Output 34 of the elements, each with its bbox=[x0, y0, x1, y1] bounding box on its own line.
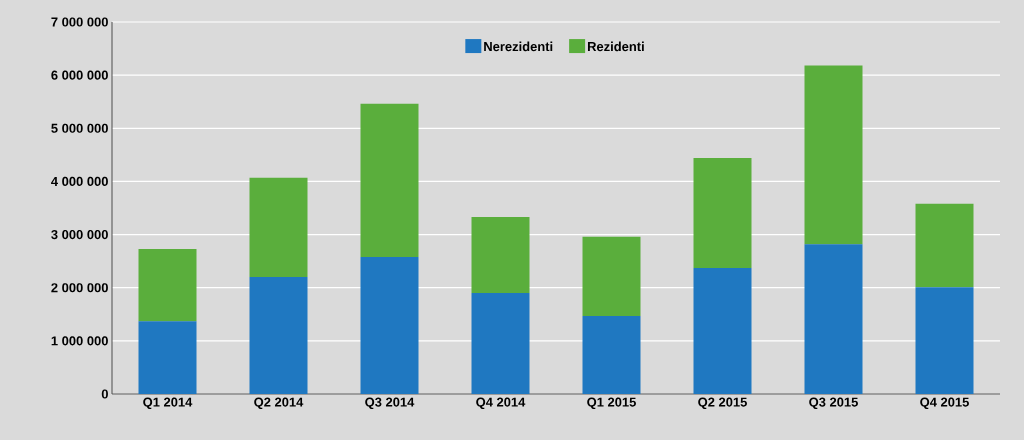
bar bbox=[138, 248, 197, 322]
bar bbox=[138, 321, 197, 394]
bar bbox=[249, 177, 308, 278]
bar bbox=[804, 65, 863, 245]
bar bbox=[360, 256, 419, 394]
y-tick-label: 5 000 000 bbox=[51, 123, 108, 133]
legend-label: Rezidenti bbox=[587, 41, 644, 52]
y-tick-label: 2 000 000 bbox=[51, 283, 108, 293]
x-tick-label: Q4 2014 bbox=[476, 397, 526, 410]
y-tick-label: 4 000 000 bbox=[51, 176, 108, 187]
x-tick-label: Q1 2014 bbox=[143, 397, 193, 410]
bar bbox=[693, 158, 752, 269]
bar bbox=[915, 203, 974, 288]
bar bbox=[582, 236, 641, 316]
bar bbox=[804, 244, 863, 394]
x-tick-label: Q2 2014 bbox=[254, 397, 304, 410]
x-tick-label: Q3 2015 bbox=[809, 397, 858, 410]
bar bbox=[693, 268, 752, 394]
y-tick-label: 0 bbox=[101, 389, 108, 399]
x-tick-label: Q1 2015 bbox=[587, 397, 636, 410]
y-tick-label: 1 000 000 bbox=[51, 336, 108, 346]
bar bbox=[582, 315, 641, 394]
bar bbox=[471, 293, 530, 394]
x-tick-label: Q3 2014 bbox=[365, 397, 415, 410]
bar bbox=[360, 103, 419, 257]
y-tick-label: 6 000 000 bbox=[51, 70, 108, 80]
legend-label: Nerezidenti bbox=[484, 41, 553, 52]
bar bbox=[471, 217, 530, 294]
bar bbox=[915, 287, 974, 394]
bar bbox=[249, 277, 308, 394]
y-tick-label: 3 000 000 bbox=[51, 229, 108, 240]
x-tick-label: Q2 2015 bbox=[698, 397, 747, 410]
x-tick-label: Q4 2015 bbox=[920, 397, 969, 410]
y-tick-label: 7 000 000 bbox=[51, 17, 108, 27]
